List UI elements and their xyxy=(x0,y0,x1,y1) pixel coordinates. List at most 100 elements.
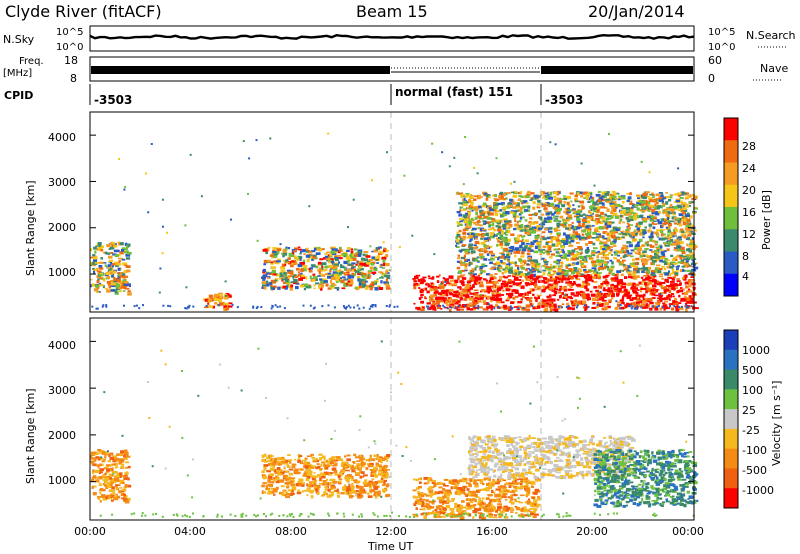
heatmap-cell xyxy=(106,244,111,248)
heatmap-cell xyxy=(582,300,587,304)
heatmap-cell xyxy=(224,295,227,297)
heatmap-cell xyxy=(629,218,634,221)
heatmap-cell xyxy=(115,484,121,486)
heatmap-cell xyxy=(320,273,323,277)
heatmap-cell xyxy=(540,223,546,226)
heatmap-cell xyxy=(493,202,497,205)
heatmap-cell xyxy=(638,238,643,242)
heatmap-cell xyxy=(338,271,344,275)
heatmap-cell xyxy=(490,307,493,311)
heatmap-cell xyxy=(629,234,632,238)
heatmap-cell xyxy=(673,305,676,307)
heatmap-cell xyxy=(480,237,484,240)
heatmap-cell xyxy=(433,253,436,256)
heatmap-cell xyxy=(557,202,562,205)
heatmap-cell xyxy=(371,478,375,481)
heatmap-cell xyxy=(547,297,550,301)
heatmap-cell xyxy=(543,281,548,284)
heatmap-cell xyxy=(375,464,381,468)
heatmap-cell xyxy=(464,258,467,261)
colorbar-swatch xyxy=(724,207,738,230)
heatmap-cell xyxy=(474,302,479,305)
heatmap-cell xyxy=(631,289,636,292)
heatmap-cell xyxy=(539,253,543,256)
heatmap-cell xyxy=(277,469,282,473)
heatmap-cell xyxy=(641,283,644,286)
heatmap-cell xyxy=(435,297,439,300)
heatmap-cell xyxy=(571,271,576,275)
heatmap-cell xyxy=(108,285,111,289)
heatmap-cell xyxy=(604,222,608,226)
heatmap-cell xyxy=(492,285,496,289)
heatmap-cell xyxy=(486,286,491,291)
heatmap-cell xyxy=(345,307,347,310)
heatmap-cell xyxy=(516,225,519,229)
heatmap-cell xyxy=(549,191,553,196)
heatmap-cell xyxy=(289,270,294,275)
heatmap-cell xyxy=(262,274,268,278)
heatmap-cell xyxy=(458,270,462,274)
heatmap-cell xyxy=(640,306,643,309)
heatmap-cell xyxy=(297,255,303,260)
heatmap-cell xyxy=(545,242,549,245)
heatmap-cell xyxy=(456,239,460,243)
heatmap-cell xyxy=(329,253,333,257)
heatmap-cell xyxy=(515,215,520,218)
heatmap-cell xyxy=(567,296,572,299)
heatmap-cell xyxy=(649,227,652,229)
heatmap-cell xyxy=(312,254,317,257)
heatmap-cell xyxy=(308,205,311,208)
heatmap-cell xyxy=(685,238,688,240)
heatmap-cell xyxy=(476,281,479,284)
heatmap-cell xyxy=(115,493,118,496)
heatmap-cell xyxy=(661,233,664,237)
heatmap-cell xyxy=(544,210,549,213)
heatmap-cell xyxy=(592,242,596,246)
heatmap-cell xyxy=(637,296,639,299)
heatmap-cell xyxy=(518,279,522,281)
heatmap-cell xyxy=(260,306,263,308)
heatmap-cell xyxy=(261,276,266,280)
heatmap-cell xyxy=(339,246,342,250)
heatmap-cell xyxy=(558,200,563,203)
heatmap-cell xyxy=(99,272,104,276)
heatmap-cell xyxy=(646,256,652,259)
power-panel: 1000 2000 3000 4000 Slant Range [km] 28 … xyxy=(24,111,773,313)
heatmap-cell xyxy=(673,207,677,211)
heatmap-cell xyxy=(115,466,119,468)
heatmap-cell xyxy=(674,301,679,305)
heatmap-cell xyxy=(541,221,544,224)
heatmap-cell xyxy=(295,283,300,285)
heatmap-cell xyxy=(485,194,491,198)
heatmap-cell xyxy=(466,303,470,307)
heatmap-cell xyxy=(453,293,457,297)
heatmap-cell xyxy=(283,272,287,275)
colorbar-swatch xyxy=(724,184,738,208)
heatmap-cell xyxy=(516,202,520,206)
heatmap-cell xyxy=(504,243,510,246)
heatmap-cell xyxy=(263,464,269,467)
heatmap-cell xyxy=(345,306,348,309)
heatmap-cell xyxy=(385,476,389,479)
heatmap-cell xyxy=(504,282,508,285)
heatmap-cell xyxy=(126,283,131,285)
heatmap-cell xyxy=(488,279,492,283)
heatmap-cell xyxy=(507,296,510,301)
heatmap-cell xyxy=(584,259,587,262)
heatmap-cell xyxy=(689,226,692,231)
heatmap-cell xyxy=(109,271,113,275)
heatmap-cell xyxy=(520,224,524,228)
heatmap-cell xyxy=(93,259,98,263)
heatmap-cell xyxy=(482,229,487,232)
heatmap-cell xyxy=(358,285,364,289)
heatmap-cell xyxy=(577,293,583,295)
heatmap-cell xyxy=(616,294,619,297)
heatmap-cell xyxy=(526,194,531,196)
heatmap-cell xyxy=(282,248,286,252)
heatmap-cell xyxy=(512,210,518,214)
heatmap-cell xyxy=(375,257,378,261)
heatmap-cell xyxy=(582,280,586,284)
heatmap-cell xyxy=(568,268,572,272)
heatmap-cell xyxy=(98,274,104,277)
heatmap-cell xyxy=(454,301,459,305)
